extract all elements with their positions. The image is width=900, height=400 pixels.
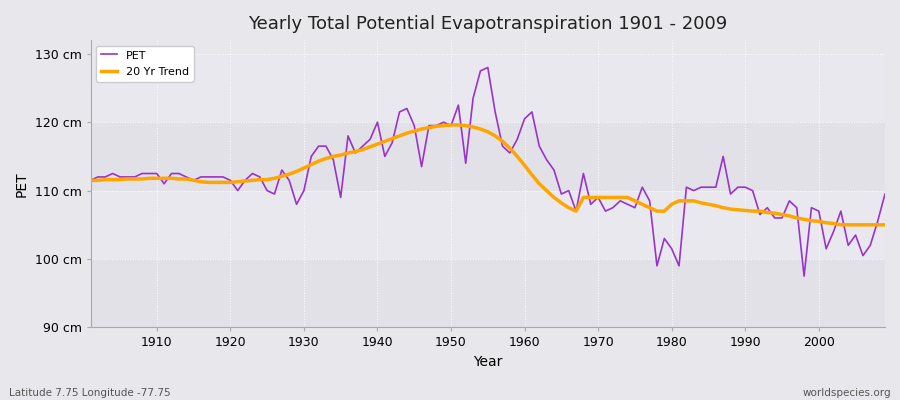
Bar <box>91 191 885 259</box>
PET <box>482 65 493 70</box>
20 Yr Trend <box>615 195 626 200</box>
20 Yr Trend <box>519 163 530 168</box>
PET <box>144 171 155 176</box>
20 Yr Trend <box>86 178 96 183</box>
Line: PET: PET <box>91 68 885 276</box>
Title: Yearly Total Potential Evapotranspiration 1901 - 2009: Yearly Total Potential Evapotranspiratio… <box>248 15 727 33</box>
Text: worldspecies.org: worldspecies.org <box>803 388 891 398</box>
PET <box>879 192 890 196</box>
20 Yr Trend <box>306 162 317 167</box>
PET <box>519 116 530 121</box>
20 Yr Trend <box>835 222 846 227</box>
PET <box>526 110 537 114</box>
Bar <box>91 54 885 122</box>
Bar <box>91 259 885 328</box>
PET <box>306 154 317 159</box>
PET <box>798 274 809 278</box>
20 Yr Trend <box>350 149 361 154</box>
20 Yr Trend <box>446 122 456 127</box>
PET <box>615 198 626 203</box>
Legend: PET, 20 Yr Trend: PET, 20 Yr Trend <box>96 46 194 82</box>
X-axis label: Year: Year <box>473 355 502 369</box>
Bar <box>91 122 885 191</box>
20 Yr Trend <box>526 172 537 177</box>
Line: 20 Yr Trend: 20 Yr Trend <box>91 125 885 225</box>
PET <box>350 150 361 155</box>
Y-axis label: PET: PET <box>15 171 29 196</box>
20 Yr Trend <box>879 222 890 227</box>
PET <box>86 178 96 183</box>
20 Yr Trend <box>144 176 155 181</box>
Text: Latitude 7.75 Longitude -77.75: Latitude 7.75 Longitude -77.75 <box>9 388 171 398</box>
